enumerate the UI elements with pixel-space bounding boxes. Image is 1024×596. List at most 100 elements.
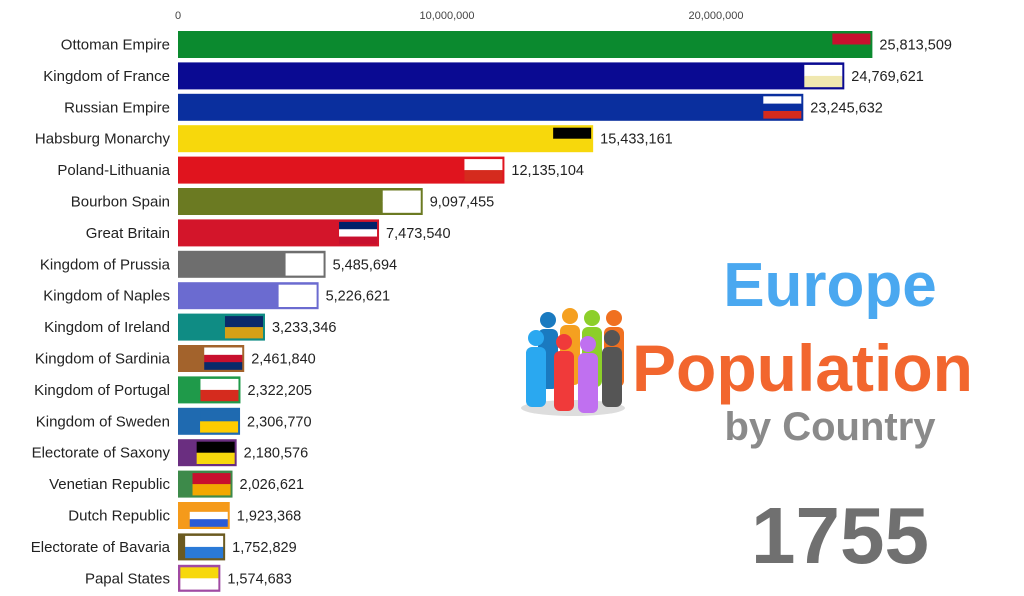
flag-stripe	[180, 578, 219, 590]
flag-stripe	[192, 484, 231, 496]
category-label: Kingdom of Sardinia	[35, 351, 171, 368]
value-label: 25,813,509	[879, 38, 952, 54]
flag-stripe	[196, 452, 235, 464]
person-body	[554, 351, 574, 411]
category-label: Kingdom of Portugal	[34, 382, 170, 399]
value-label: 1,923,368	[237, 509, 302, 525]
category-label: Great Britain	[86, 225, 170, 242]
category-label: Ottoman Empire	[61, 37, 170, 54]
flag-stripe	[189, 511, 228, 520]
category-label: Poland-Lithuania	[57, 162, 170, 179]
bar	[178, 93, 804, 121]
category-label: Kingdom of Sweden	[36, 413, 170, 430]
category-label: Bourbon Spain	[71, 194, 170, 211]
flag-stripe	[200, 421, 239, 433]
value-label: 3,233,346	[272, 320, 337, 336]
flag-stripe	[285, 264, 324, 276]
bar	[178, 156, 505, 184]
title-europe: Europe	[723, 251, 937, 320]
flag-stripe	[464, 159, 503, 171]
flag-stripe	[832, 33, 871, 45]
person-head	[540, 312, 556, 328]
person-body	[526, 347, 546, 407]
category-label: Kingdom of Naples	[43, 288, 170, 305]
person-body	[578, 353, 598, 413]
flag-stripe	[339, 221, 378, 230]
value-label: 15,433,161	[600, 132, 673, 148]
year-label: 1755	[751, 491, 929, 580]
bar	[178, 125, 594, 153]
value-label: 5,485,694	[333, 257, 398, 273]
flag-stripe	[763, 96, 802, 104]
value-label: 2,306,770	[247, 414, 312, 430]
flag-stripe	[763, 103, 802, 112]
value-label: 1,752,829	[232, 540, 297, 556]
person-head	[584, 310, 600, 326]
flag-stripe	[278, 284, 317, 296]
flag-stripe	[200, 410, 239, 422]
person-head	[562, 308, 578, 324]
category-label: Venetian Republic	[49, 476, 170, 493]
flag-stripe	[278, 295, 317, 307]
person-head	[556, 334, 572, 350]
flag-stripe	[192, 473, 231, 485]
flag-stripe	[553, 138, 592, 150]
person-head	[606, 310, 622, 326]
flag-stripe	[339, 229, 378, 237]
value-label: 1,574,683	[227, 571, 292, 587]
flag-stripe	[763, 110, 802, 119]
flag-stripe	[382, 201, 421, 213]
category-label: Kingdom of Prussia	[40, 256, 171, 273]
value-label: 5,226,621	[326, 289, 391, 305]
bar	[178, 62, 845, 90]
flag-stripe	[285, 253, 324, 265]
flag-stripe	[200, 378, 239, 391]
value-label: 2,322,205	[247, 383, 312, 399]
flag-stripe	[832, 44, 871, 56]
flag-stripe	[204, 362, 243, 370]
value-label: 2,180,576	[244, 446, 309, 462]
person-head	[580, 336, 596, 352]
people-group-icon	[521, 308, 625, 416]
flag-stripe	[196, 441, 235, 453]
flag-stripe	[464, 170, 503, 182]
person-head	[528, 330, 544, 346]
flag-stripe	[204, 347, 243, 356]
value-label: 7,473,540	[386, 226, 451, 242]
person-body	[602, 347, 622, 407]
flag-stripe	[200, 389, 239, 402]
category-label: Dutch Republic	[68, 508, 170, 525]
title-by-country: by Country	[724, 405, 936, 449]
flag-stripe	[553, 127, 592, 139]
flag-stripe	[204, 354, 243, 363]
flag-stripe	[804, 75, 843, 88]
x-tick-label: 0	[175, 10, 181, 22]
value-label: 24,769,621	[851, 69, 924, 85]
flag-stripe	[180, 567, 219, 579]
flag-stripe	[185, 546, 224, 559]
category-label: Kingdom of France	[43, 68, 170, 85]
bar	[178, 188, 423, 215]
flag-stripe	[189, 504, 228, 513]
x-tick-label: 10,000,000	[419, 10, 474, 22]
flag-stripe	[189, 519, 228, 527]
title-population: Population	[632, 331, 973, 405]
flag-stripe	[185, 535, 224, 548]
flag-stripe	[224, 327, 263, 339]
person-head	[604, 330, 620, 346]
bar	[178, 31, 873, 58]
category-label: Electorate of Bavaria	[31, 539, 171, 556]
category-label: Kingdom of Ireland	[44, 319, 170, 336]
category-label: Papal States	[85, 570, 170, 587]
x-tick-label: 20,000,000	[688, 10, 743, 22]
category-label: Electorate of Saxony	[32, 445, 171, 462]
category-label: Russian Empire	[64, 99, 170, 116]
value-label: 2,026,621	[240, 477, 305, 493]
value-label: 23,245,632	[810, 100, 883, 116]
value-label: 9,097,455	[430, 195, 495, 211]
value-label: 2,461,840	[251, 352, 316, 368]
flag-stripe	[339, 236, 378, 245]
flag-stripe	[382, 190, 421, 202]
category-label: Habsburg Monarchy	[35, 131, 171, 148]
